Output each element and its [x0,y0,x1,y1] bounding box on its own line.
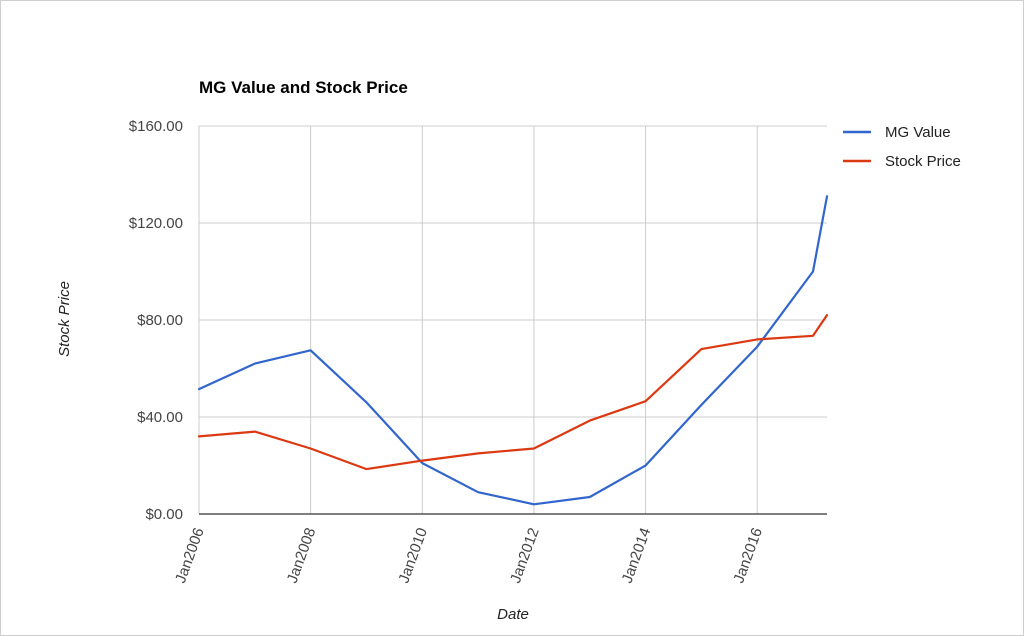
data-point-stock-price [825,313,829,317]
legend-label-stock-price: Stock Price [885,153,961,170]
data-point-stock-price [811,334,815,338]
data-point-stock-price [364,467,368,471]
x-tick-label: Jan2008 [284,526,320,586]
series-line-mg-value [197,195,829,506]
data-point-mg-value [197,387,201,391]
data-point-mg-value [811,270,815,274]
data-point-mg-value [309,348,313,352]
y-tick-label: $40.00 [137,409,183,426]
data-point-mg-value [825,194,829,198]
chart-title: MG Value and Stock Price [199,78,408,97]
data-point-mg-value [253,362,257,366]
legend: MG Value Stock Price [843,124,961,170]
x-tick-label: Jan2016 [730,526,766,586]
data-point-mg-value [364,400,368,404]
y-tick-label: $160.00 [129,118,183,135]
data-point-stock-price [253,430,257,434]
data-point-stock-price [309,447,313,451]
y-axis-label: Stock Price [56,281,73,357]
y-tick-label: $80.00 [137,312,183,329]
data-point-mg-value [588,495,592,499]
data-point-stock-price [699,347,703,351]
grid [198,125,827,514]
data-point-stock-price [588,419,592,423]
data-point-mg-value [532,502,536,506]
x-axis-label: Date [497,606,529,623]
x-tick-label: Jan2014 [619,526,655,586]
data-point-stock-price [476,451,480,455]
legend-label-mg-value: MG Value [885,124,951,141]
x-tick-label: Jan2010 [395,526,431,586]
y-tick-label: $0.00 [145,506,183,523]
y-tick-label: $120.00 [129,215,183,232]
tick-labels: $0.00 $40.00 $80.00 $120.00 $160.00 Jan2006 Ja… [129,118,766,585]
x-tick-label: Jan2006 [172,526,208,586]
series-lines [197,194,829,506]
data-point-stock-price [197,434,201,438]
series-line-stock-price [197,314,829,471]
data-point-mg-value [755,345,759,349]
data-point-mg-value [644,464,648,468]
data-point-stock-price [420,459,424,463]
data-point-stock-price [532,447,536,451]
x-tick-label: Jan2012 [507,526,543,586]
data-point-mg-value [476,490,480,494]
data-point-stock-price [644,399,648,403]
data-point-mg-value [699,403,703,407]
data-point-stock-price [755,337,759,341]
